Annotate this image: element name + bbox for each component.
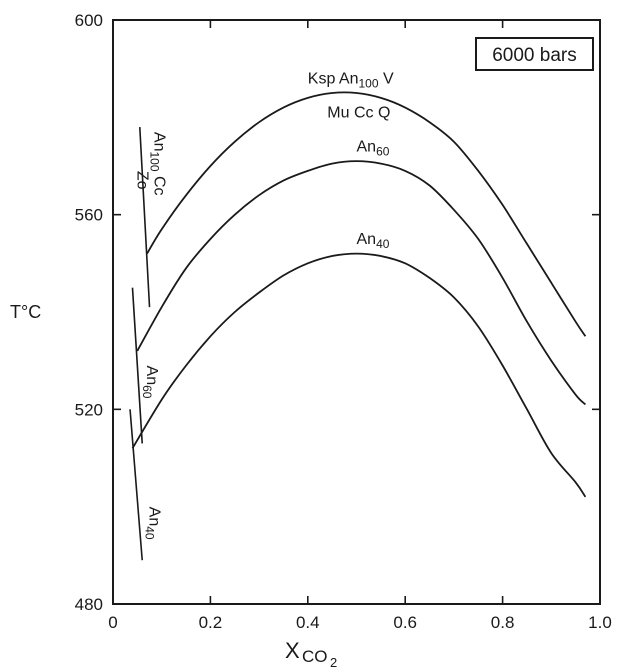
x-tick-label: 0.2 bbox=[199, 613, 223, 632]
y-tick-label: 520 bbox=[75, 400, 103, 419]
curve-label-0: Ksp An100 V bbox=[308, 70, 394, 90]
x-axis-title-sub: CO bbox=[302, 647, 328, 666]
x-tick-label: 1.0 bbox=[588, 613, 612, 632]
reaction-lines bbox=[129, 127, 151, 561]
curve-label-1: Mu Cc Q bbox=[327, 104, 390, 121]
data-curves bbox=[131, 91, 587, 498]
x-axis-title-sub2: 2 bbox=[330, 655, 337, 668]
x-tick-label: 0.4 bbox=[296, 613, 320, 632]
axis-ticks bbox=[113, 20, 600, 604]
x-tick-label: 0.6 bbox=[393, 613, 417, 632]
y-tick-label: 560 bbox=[75, 206, 103, 225]
series-curve-2 bbox=[131, 252, 587, 498]
x-axis-title: X CO 2 bbox=[285, 638, 337, 668]
rotated-label-0: An100 Cc bbox=[147, 132, 167, 196]
y-tick-label: 480 bbox=[75, 595, 103, 614]
rotated-label-1: Zo bbox=[133, 171, 150, 190]
reaction-line-0 bbox=[138, 127, 151, 308]
axis-tick-labels: 0 0.2 0.4 0.6 0.8 1.0 480 520 560 600 bbox=[75, 11, 612, 632]
curve-label-2: An60 bbox=[357, 138, 390, 158]
y-axis-title: T°C bbox=[10, 302, 41, 322]
y-tick-label: 600 bbox=[75, 11, 103, 30]
series-curve-1 bbox=[136, 160, 587, 406]
annotation-box: 6000 bars bbox=[475, 37, 594, 71]
reaction-line-1 bbox=[131, 287, 144, 444]
rotated-label-2: An60 bbox=[140, 366, 160, 399]
x-tick-label: 0 bbox=[108, 613, 117, 632]
curve-label-3: An40 bbox=[357, 231, 390, 251]
plot-frame bbox=[112, 19, 601, 605]
reaction-line-2 bbox=[129, 409, 144, 561]
annotation-frame bbox=[475, 37, 594, 71]
x-axis-title-main: X bbox=[285, 638, 300, 663]
series-curve-0 bbox=[146, 91, 587, 337]
annotation-text: 6000 bars bbox=[492, 45, 577, 66]
x-tick-label: 0.8 bbox=[491, 613, 515, 632]
rotated-label-3: An40 bbox=[143, 507, 163, 540]
